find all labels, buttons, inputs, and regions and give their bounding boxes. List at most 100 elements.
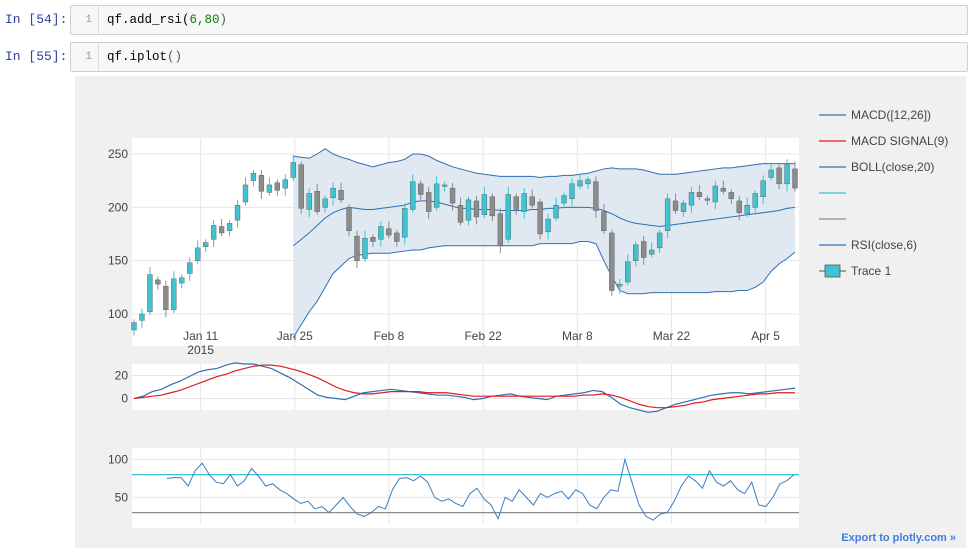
candle-body xyxy=(139,313,145,321)
candle-body xyxy=(625,261,631,283)
legend-label: RSI(close,6) xyxy=(851,238,917,252)
code-editor[interactable]: 1 qf.iplot() xyxy=(70,42,968,72)
y-tick-label: 0 xyxy=(121,392,128,406)
candle-body xyxy=(394,232,400,242)
code-line[interactable]: qf.iplot() xyxy=(107,43,182,71)
candle-body xyxy=(163,286,169,310)
candle-body xyxy=(648,249,655,255)
export-to-plotly-link[interactable]: Export to plotly.com » xyxy=(841,532,956,544)
candle-body xyxy=(720,187,726,192)
code-close-paren: ) xyxy=(219,13,228,27)
candle-body xyxy=(744,204,750,214)
candle-body xyxy=(155,279,161,285)
candle-body xyxy=(664,198,671,232)
x-tick-label: Mar 22 xyxy=(653,329,691,343)
code-call: qf.iplot xyxy=(107,50,168,64)
macd-line xyxy=(133,362,796,413)
candle-body xyxy=(768,169,774,178)
candle-body xyxy=(418,183,424,195)
candle-body xyxy=(513,196,519,210)
candle-body xyxy=(577,180,583,187)
y-tick-label: 200 xyxy=(108,200,128,214)
candle-body xyxy=(784,164,790,185)
candle-body xyxy=(210,225,217,240)
code-line[interactable]: qf.add_rsi(6,80) xyxy=(107,6,227,34)
candle-body xyxy=(569,183,575,200)
line-number: 1 xyxy=(71,6,99,34)
candle-body xyxy=(322,198,328,208)
candle-body xyxy=(426,192,432,212)
candle-body xyxy=(433,183,440,208)
y-tick-label: 100 xyxy=(108,452,128,466)
candle-body xyxy=(195,247,201,261)
candle-body xyxy=(457,204,464,223)
candle-body xyxy=(314,191,320,212)
candle-body xyxy=(656,232,663,249)
legend-swatch-candle xyxy=(824,264,841,278)
candle-body xyxy=(258,175,265,192)
y-tick-label: 150 xyxy=(108,254,128,268)
candle-body xyxy=(728,192,734,200)
bollinger-upper xyxy=(293,148,795,178)
candle-body xyxy=(704,198,711,201)
candle-body xyxy=(226,223,233,231)
line-number: 1 xyxy=(71,43,99,71)
y-tick-label: 50 xyxy=(115,490,129,504)
code-call: qf.add_rsi( xyxy=(107,13,190,27)
candle-body xyxy=(736,200,742,213)
plotly-output: Jan 11 2015 Jan 25 Feb 8 Feb 22 Mar 8 Mar 22 Ap… xyxy=(75,76,966,548)
candle-body xyxy=(266,184,273,193)
candle-body xyxy=(441,184,448,187)
candle-body xyxy=(521,193,527,212)
x-tick-sublabel: 2015 xyxy=(187,343,214,357)
candle-body xyxy=(465,199,472,221)
notebook-cell-55: In [55]: 1 qf.iplot() xyxy=(0,42,970,72)
code-arguments: 6,80 xyxy=(189,13,220,27)
candle-body xyxy=(187,262,193,274)
candle-body xyxy=(497,213,503,246)
x-tick-label: Jan 25 xyxy=(277,329,313,343)
candle-body xyxy=(171,278,177,310)
candle-body xyxy=(131,322,137,331)
rsi-line xyxy=(166,457,795,521)
candle-body xyxy=(346,207,352,231)
candle-body xyxy=(489,196,496,217)
candle-body xyxy=(553,204,559,219)
candle-body xyxy=(792,168,798,189)
candle-body xyxy=(481,194,488,215)
candle-body xyxy=(537,201,543,235)
code-editor[interactable]: 1 qf.add_rsi(6,80) xyxy=(70,5,968,35)
x-tick-label: Feb 8 xyxy=(374,329,405,343)
bollinger-lower xyxy=(292,240,796,338)
candle-body xyxy=(688,192,695,206)
candle-body xyxy=(545,218,551,233)
candle-body xyxy=(776,167,782,185)
candle-body xyxy=(410,181,416,210)
candle-body xyxy=(672,200,679,211)
candle-body xyxy=(203,242,209,248)
input-prompt: In [55]: xyxy=(5,49,68,64)
candle-body xyxy=(370,236,376,242)
candle-body xyxy=(680,202,687,212)
input-prompt: In [54]: xyxy=(5,12,68,27)
code-call-parens: () xyxy=(167,50,183,64)
candle-body xyxy=(242,184,249,203)
candle-body xyxy=(402,208,408,238)
candle-body xyxy=(362,238,368,259)
x-tick-label: Feb 22 xyxy=(464,329,502,343)
x-tick-label: Jan 11 xyxy=(183,329,218,343)
candle-body xyxy=(386,228,392,236)
candle-body xyxy=(601,211,607,232)
candle-body xyxy=(290,162,296,178)
candle-body xyxy=(179,277,185,284)
candle-body xyxy=(633,244,639,261)
candle-body xyxy=(585,179,591,185)
macd-signal-line xyxy=(133,364,795,409)
candle-body xyxy=(274,182,281,191)
notebook-cell-54: In [54]: 1 qf.add_rsi(6,80) xyxy=(0,5,970,35)
candle-body xyxy=(234,204,241,221)
candle-body xyxy=(609,232,615,291)
x-tick-label: Apr 5 xyxy=(751,329,780,343)
legend-label: Trace 1 xyxy=(851,264,892,278)
